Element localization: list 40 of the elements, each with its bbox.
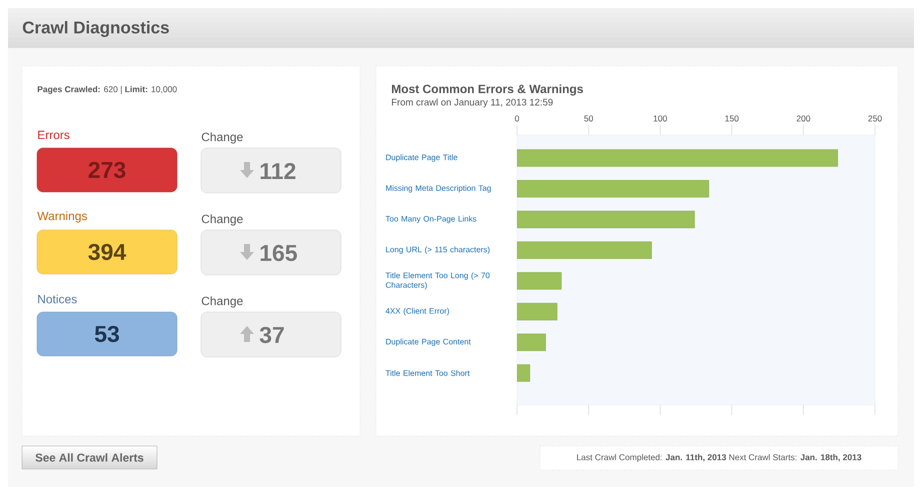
- bar: [517, 272, 562, 290]
- text: Change: [202, 132, 243, 144]
- x-tick-label: 200: [796, 115, 810, 122]
- text: 37: [260, 326, 284, 344]
- y-tick-label: Title Element Too Short: [386, 370, 470, 376]
- y-tick-label: Too Many On-Page Links: [386, 216, 476, 224]
- text: Crawl Diagnostics: [22, 21, 169, 37]
- bar: [517, 180, 710, 198]
- text: 394: [88, 244, 126, 260]
- bar: [517, 149, 838, 167]
- bar: [517, 334, 546, 352]
- y-tick-label: Title Element Too Long (> 70 Characters): [386, 272, 490, 290]
- text: Last Crawl Completed: Jan. 11th, 2013 Next Crawl Starts: Jan. 18th, 2013: [577, 454, 862, 462]
- chart-title: Most Common Errors & Warnings: [392, 84, 583, 96]
- text: 53: [94, 326, 119, 342]
- bar: [517, 210, 695, 228]
- text: 112: [260, 162, 296, 180]
- text: Notices: [38, 294, 77, 304]
- text: Change: [202, 296, 243, 308]
- bar: [517, 364, 530, 382]
- text: Pages Crawled: 620 | Limit: 10,000: [38, 86, 177, 94]
- y-tick-label: Missing Meta Description Tag: [386, 185, 491, 192]
- bar: [517, 302, 558, 320]
- bar: [517, 241, 652, 259]
- x-tick-label: 150: [725, 115, 739, 122]
- text: Change: [202, 214, 243, 226]
- y-tick-label: Duplicate Page Title: [386, 154, 458, 162]
- text: See All Crawl Alerts: [36, 453, 144, 462]
- x-tick-label: 100: [654, 115, 667, 122]
- y-tick-label: Duplicate Page Content: [386, 338, 471, 346]
- text: Warnings: [37, 211, 88, 223]
- y-tick-label: 4XX (Client Error): [386, 308, 449, 316]
- text: 165: [260, 244, 297, 262]
- text: 273: [88, 162, 126, 178]
- chart-subtitle: From crawl on January 11, 2013 12:59: [392, 98, 553, 108]
- x-tick-label: 50: [584, 115, 593, 122]
- y-tick-label: Long URL (> 115 characters): [386, 246, 490, 254]
- text: Errors: [38, 130, 70, 140]
- x-tick-label: 0: [514, 115, 520, 122]
- x-tick-label: 250: [868, 115, 882, 122]
